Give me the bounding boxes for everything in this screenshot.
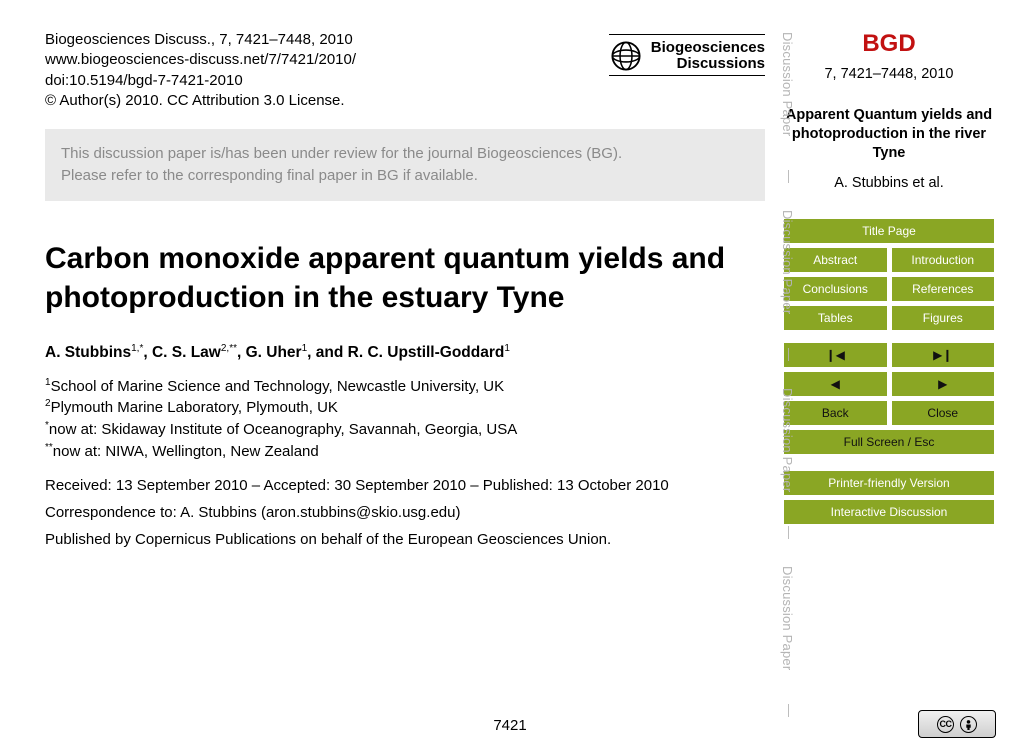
fullscreen-button[interactable]: Full Screen / Esc bbox=[784, 430, 994, 454]
paper-title: Carbon monoxide apparent quantum yields … bbox=[45, 239, 765, 317]
vlabel-discussion-paper: Discussion Paper bbox=[780, 32, 795, 136]
vlabel-separator: — bbox=[782, 526, 797, 539]
conclusions-button[interactable]: Conclusions bbox=[784, 277, 887, 301]
printer-friendly-button[interactable]: Printer-friendly Version bbox=[784, 471, 994, 495]
history-dates: Received: 13 September 2010 – Accepted: … bbox=[45, 477, 765, 494]
abstract-button[interactable]: Abstract bbox=[784, 248, 887, 272]
author-list: A. Stubbins1,*, C. S. Law2,**, G. Uher1,… bbox=[45, 343, 765, 362]
vlabel-discussion-paper: Discussion Paper bbox=[780, 566, 795, 670]
figures-button[interactable]: Figures bbox=[892, 306, 995, 330]
first-page-button[interactable]: ❙◀ bbox=[784, 343, 887, 367]
affiliation-2: Plymouth Marine Laboratory, Plymouth, UK bbox=[51, 399, 338, 416]
journal-name-2: Discussions bbox=[651, 56, 765, 73]
interactive-discussion-button[interactable]: Interactive Discussion bbox=[784, 500, 994, 524]
back-button[interactable]: Back bbox=[784, 401, 887, 425]
header-right: Biogeosciences Discussions bbox=[609, 30, 765, 76]
affiliation-now-2: now at: NIWA, Wellington, New Zealand bbox=[53, 443, 319, 460]
volume-pages: 7, 7421–7448, 2010 bbox=[784, 66, 994, 82]
affiliation-1: School of Marine Science and Technology,… bbox=[51, 378, 505, 395]
vlabel-separator: — bbox=[782, 170, 797, 183]
doi: doi:10.5194/bgd-7-7421-2010 bbox=[45, 71, 356, 91]
vlabel-separator: — bbox=[782, 704, 797, 717]
vlabel-discussion-paper: Discussion Paper bbox=[780, 210, 795, 314]
running-title: Apparent Quantum yields and photoproduct… bbox=[784, 106, 994, 163]
journal-url: www.biogeosciences-discuss.net/7/7421/20… bbox=[45, 50, 356, 70]
header-left: Biogeosciences Discuss., 7, 7421–7448, 2… bbox=[45, 30, 356, 111]
references-button[interactable]: References bbox=[892, 277, 995, 301]
publisher-line: Published by Copernicus Publications on … bbox=[45, 531, 765, 548]
title-page-button[interactable]: Title Page bbox=[784, 219, 994, 243]
vlabel-separator: — bbox=[782, 348, 797, 361]
review-notice-line2: Please refer to the corresponding final … bbox=[61, 165, 749, 187]
introduction-button[interactable]: Introduction bbox=[892, 248, 995, 272]
journal-name-1: Biogeosciences bbox=[651, 40, 765, 57]
next-page-button[interactable]: ▶ bbox=[892, 372, 995, 396]
journal-logo: Biogeosciences Discussions bbox=[609, 34, 765, 76]
cc-by-badge[interactable]: CC bbox=[918, 710, 996, 738]
cc-icon: CC bbox=[937, 716, 954, 733]
affiliations: 1School of Marine Science and Technology… bbox=[45, 376, 765, 463]
copyright-line: © Author(s) 2010. CC Attribution 3.0 Lic… bbox=[45, 91, 356, 111]
sidebar-authors: A. Stubbins et al. bbox=[784, 175, 994, 191]
vlabel-discussion-paper: Discussion Paper bbox=[780, 388, 795, 492]
egu-globe-icon bbox=[609, 39, 643, 73]
sidebar-nav: Title Page Abstract Introduction Conclus… bbox=[784, 219, 994, 524]
sidebar: BGD 7, 7421–7448, 2010 Apparent Quantum … bbox=[784, 30, 994, 529]
last-page-button[interactable]: ▶❙ bbox=[892, 343, 995, 367]
journal-abbrev[interactable]: BGD bbox=[784, 30, 994, 58]
aff-sup: ** bbox=[45, 442, 53, 453]
main-column: Biogeosciences Discuss., 7, 7421–7448, 2… bbox=[45, 30, 765, 548]
tables-button[interactable]: Tables bbox=[784, 306, 887, 330]
page-number: 7421 bbox=[493, 717, 526, 734]
close-button[interactable]: Close bbox=[892, 401, 995, 425]
by-icon bbox=[960, 716, 977, 733]
review-notice-line1: This discussion paper is/has been under … bbox=[61, 143, 749, 165]
review-notice: This discussion paper is/has been under … bbox=[45, 129, 765, 201]
prev-page-button[interactable]: ◀ bbox=[784, 372, 887, 396]
correspondence: Correspondence to: A. Stubbins (aron.stu… bbox=[45, 504, 765, 521]
affiliation-now-1: now at: Skidaway Institute of Oceanograp… bbox=[49, 421, 517, 438]
citation-line: Biogeosciences Discuss., 7, 7421–7448, 2… bbox=[45, 30, 356, 50]
